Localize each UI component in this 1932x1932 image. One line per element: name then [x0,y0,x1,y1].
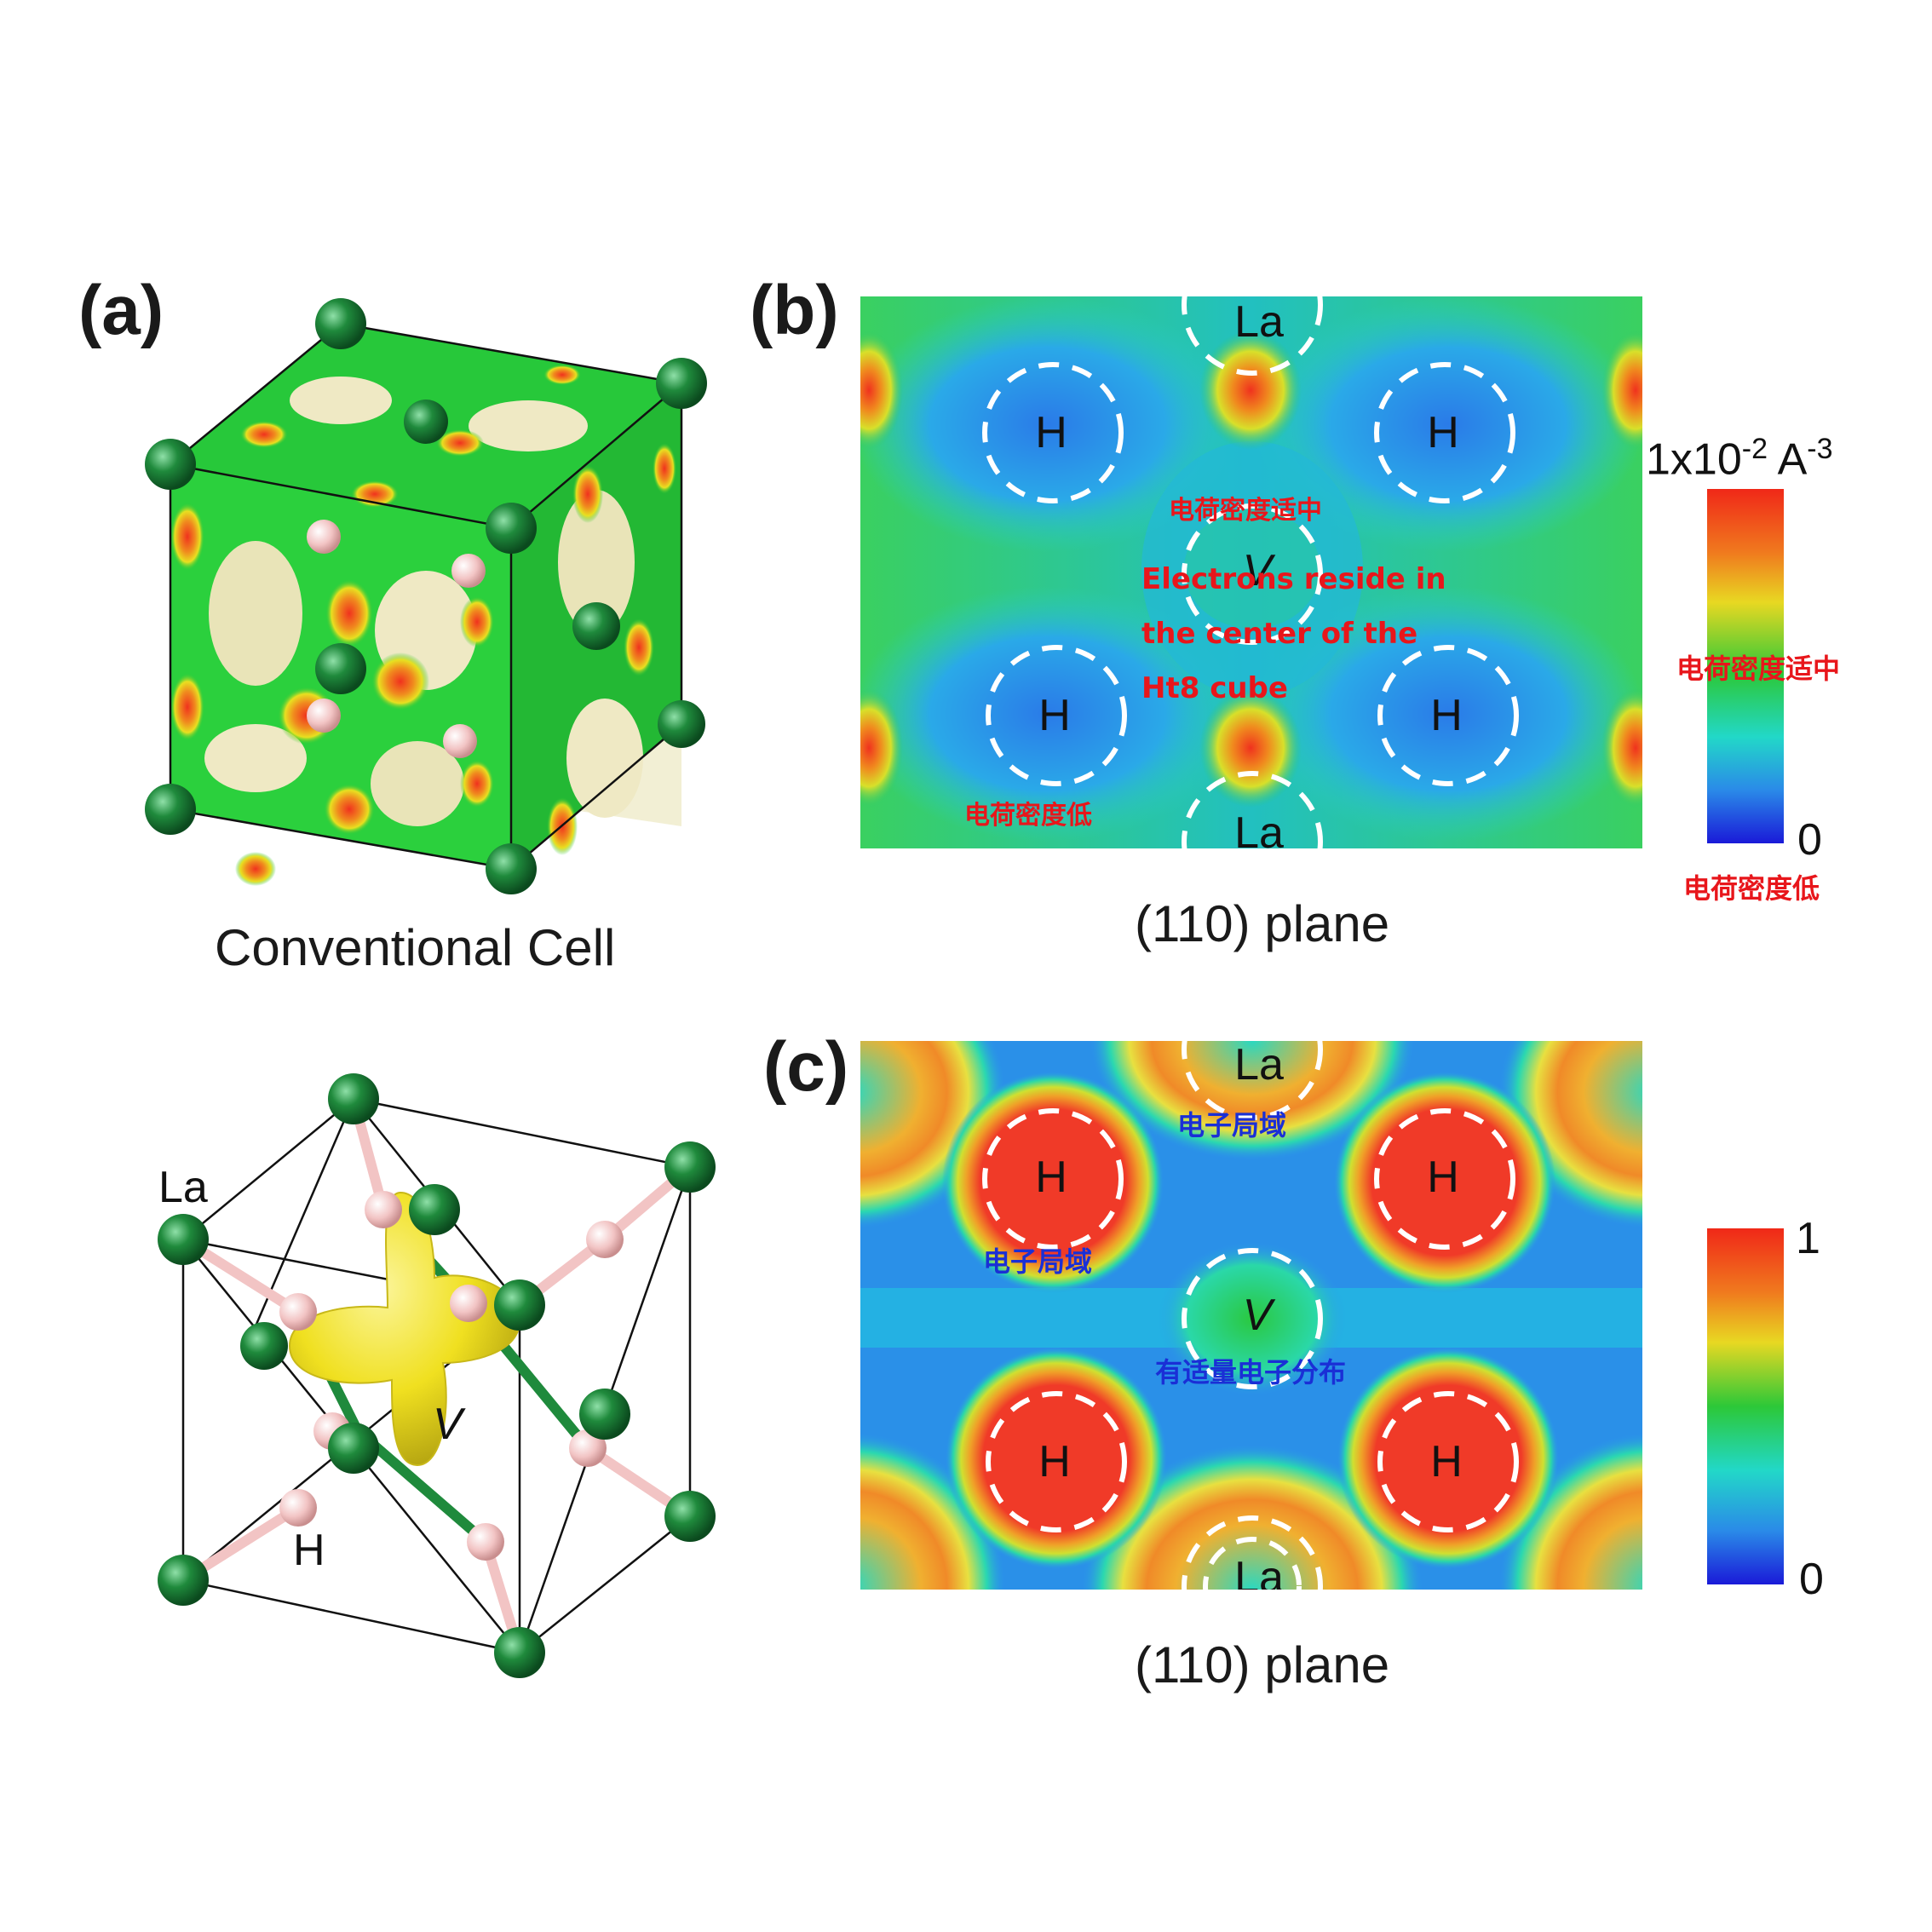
note-electrons-line1: Electrons reside in [1141,562,1446,596]
panel-c-caption: (110) plane [1135,1636,1390,1693]
atom-label-h: H [1035,1153,1067,1202]
la-atom [656,358,707,409]
colorbar-unit-exp: -2 [1741,433,1768,465]
cell-label-la: La [158,1163,208,1212]
la-atom [486,843,537,894]
elf-map: La H H V H H La 电子局域 电子局域 有适量电子分布 [860,1041,1642,1590]
atom-label-la: La [1234,808,1284,848]
panel-c-letter: (c) [763,1028,849,1106]
charge-density-map: La H H V H H La 电荷密度适中 Electrons reside … [860,296,1642,848]
atom-label-h: H [1038,1437,1071,1486]
la-atom [315,298,366,349]
note-electron-local: 电子局域 [983,1245,1093,1278]
panel-b-caption: (110) plane [1135,895,1390,952]
la-atom [572,602,620,650]
atom-label-h: H [1427,1153,1459,1202]
la-atom [145,784,196,835]
note-electrons-line2: the center of the [1141,617,1418,651]
la-atom [404,400,448,444]
la-atom [145,439,196,490]
colorbar-unit-base: 1x10 [1646,434,1742,485]
colorbar-c [1707,1228,1784,1584]
atom-label-la: La [1234,297,1284,347]
colorbar-b-low-note: 电荷密度低 [1683,872,1820,905]
colorbar-c-min: 0 [1799,1555,1824,1604]
note-electrons-line3: Ht8 cube [1141,671,1288,705]
colorbar-unit-exp2: -3 [1807,433,1833,465]
note-moderate-electrons: 有适量电子分布 [1155,1356,1347,1389]
note-moderate-density: 电荷密度适中 [1169,496,1322,526]
colorbar-b [1707,489,1784,843]
atom-label-v: V [1242,1291,1273,1340]
la-atom [315,643,366,694]
colorbar-unit-mid: A [1768,434,1808,485]
atom-label-h: H [1035,408,1067,457]
atom-label-la: La [1234,1553,1284,1590]
cell-label-v: V [433,1400,463,1449]
panel-b-letter: (b) [750,272,839,349]
panel-a-caption: Conventional Cell [215,919,616,976]
panel-a-letter: (a) [78,272,164,349]
vacancy-isosurface [288,1191,521,1467]
atom-label-h: H [1430,691,1463,740]
atom-label-la: La [1234,1041,1284,1090]
primitive-cell-figure [145,1065,758,1695]
atom-label-v: V [1242,546,1273,595]
atom-label-h: H [1430,1437,1463,1486]
note-electron-local: 电子局域 [1177,1109,1287,1141]
colorbar-b-mid-note: 电荷密度适中 [1676,653,1841,685]
colorbar-c-max: 1 [1796,1214,1820,1263]
cell-label-h: H [293,1526,325,1575]
colorbar-unit: 1x10-2 A-3 [1646,433,1833,485]
la-atom [486,503,537,554]
conventional-cell-figure [136,281,750,929]
note-low-density: 电荷密度低 [964,801,1092,831]
la-atom [658,700,705,748]
atom-label-h: H [1427,408,1459,457]
colorbar-b-min: 0 [1797,815,1822,865]
atom-label-h: H [1038,691,1071,740]
